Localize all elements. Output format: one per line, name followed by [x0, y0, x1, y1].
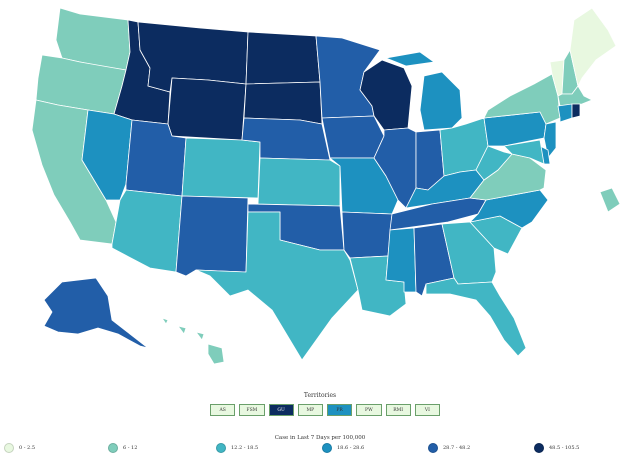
territory-as[interactable]: AS	[210, 404, 236, 416]
legend-label: 12.2 - 18.5	[231, 445, 259, 451]
state-md[interactable]	[503, 139, 545, 165]
legend-label: 0 - 2.5	[19, 445, 36, 451]
state-ia[interactable]	[321, 115, 385, 159]
state-ks[interactable]	[257, 157, 341, 207]
legend-label: 28.7 - 48.2	[443, 445, 471, 451]
legend-label: 48.5 - 105.5	[549, 445, 580, 451]
state-ar[interactable]	[341, 211, 393, 259]
state-nj[interactable]	[543, 121, 557, 159]
legend-item: 0 - 2.5	[4, 443, 35, 453]
legend-item: 18.6 - 28.6	[322, 443, 364, 453]
state-ct[interactable]	[557, 103, 573, 123]
state-ri[interactable]	[571, 103, 581, 119]
us-choropleth-map	[21, 7, 621, 365]
legend-item: 6 - 12	[108, 443, 137, 453]
state-sd[interactable]	[243, 81, 323, 125]
territory-gu[interactable]: GU	[268, 404, 294, 416]
legend-swatch	[428, 443, 438, 453]
legend-swatch	[534, 443, 544, 453]
state-co[interactable]	[181, 137, 261, 199]
state-mi[interactable]	[385, 51, 463, 131]
legend-label: 18.6 - 28.6	[337, 445, 365, 451]
legend-swatch	[108, 443, 118, 453]
territory-pr[interactable]: PR	[327, 404, 353, 416]
legend-swatch	[322, 443, 332, 453]
legend-item: 28.7 - 48.2	[428, 443, 470, 453]
legend-swatch	[216, 443, 226, 453]
territories-title: Territories	[303, 392, 337, 399]
territory-mp[interactable]: MP	[297, 404, 323, 416]
state-nv[interactable]	[81, 109, 133, 201]
territory-fsm[interactable]: FSM	[239, 404, 265, 416]
legend-item: 48.5 - 105.5	[534, 443, 579, 453]
state-ak[interactable]	[21, 277, 149, 355]
state-az[interactable]	[111, 189, 183, 273]
legend: 0 - 2.5 6 - 12 12.2 - 18.5 18.6 - 28.6 28.7 …	[0, 443, 640, 457]
legend-swatch	[4, 443, 14, 453]
legend-item: 12.2 - 18.5	[216, 443, 258, 453]
state-wy[interactable]	[167, 77, 247, 141]
legend-title: Case in Last 7 Days per 100,000	[274, 435, 366, 441]
state-tx[interactable]	[195, 211, 359, 361]
state-il[interactable]	[373, 127, 417, 209]
territories-row: AS FSM GU MP PR PW RMI VI	[210, 404, 440, 418]
state-nm[interactable]	[175, 195, 249, 277]
territory-vi[interactable]: VI	[414, 404, 440, 416]
state-dc[interactable]	[599, 187, 621, 213]
legend-label: 6 - 12	[123, 445, 138, 451]
state-hi[interactable]	[161, 317, 225, 365]
state-fl[interactable]	[425, 277, 527, 357]
territory-pw[interactable]: PW	[356, 404, 382, 416]
territory-rmi[interactable]: RMI	[385, 404, 411, 416]
state-nd[interactable]	[245, 31, 321, 85]
state-me[interactable]	[569, 7, 617, 87]
